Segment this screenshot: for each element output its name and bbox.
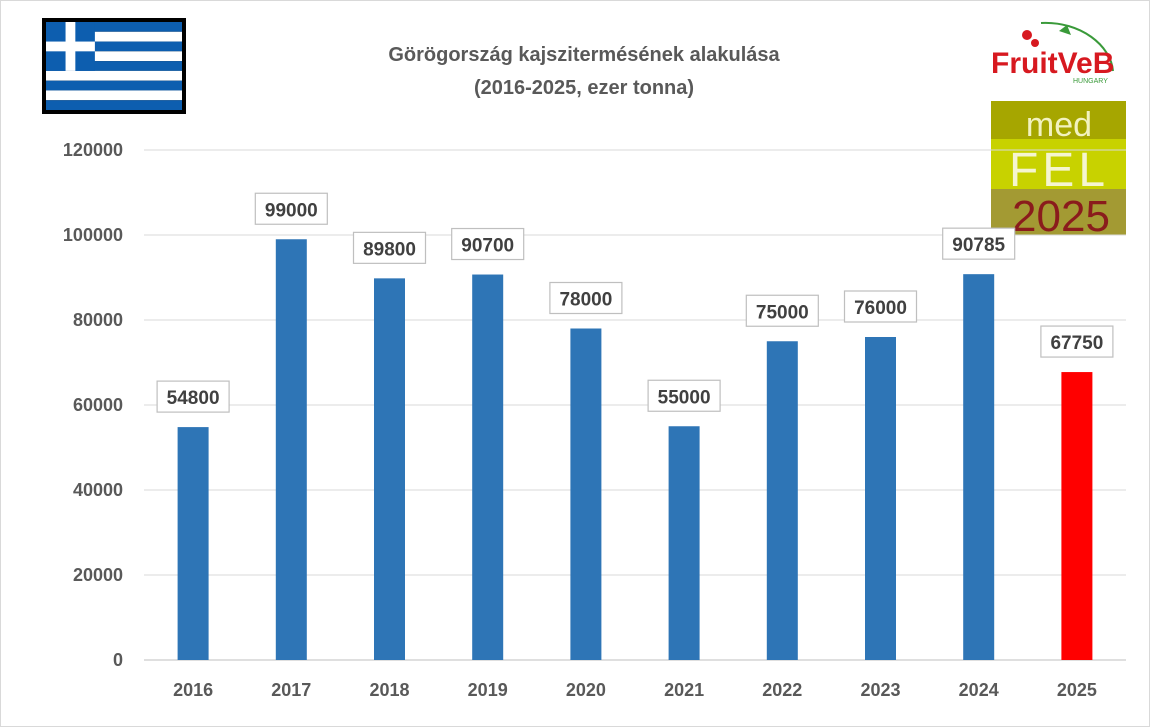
medfel-logo: med FEL 2025 — [991, 101, 1126, 241]
bar-2024 — [963, 274, 995, 660]
data-label-2021: 55000 — [658, 387, 711, 408]
bar-2016 — [177, 427, 209, 660]
x-tick-label: 2019 — [468, 680, 508, 700]
greece-flag — [42, 18, 186, 114]
data-label-box — [451, 227, 525, 261]
x-axis: 2016 2017 2018 2019 2020 2021 2022 2023 2024 2025 — [173, 680, 1097, 700]
x-tick-label: 2020 — [566, 680, 606, 700]
y-tick-label: 60000 — [73, 395, 123, 415]
x-tick-label: 2024 — [959, 680, 999, 700]
data-label-2024: 90785 — [952, 235, 1005, 256]
y-tick-label: 0 — [113, 650, 123, 670]
data-label-box — [647, 379, 721, 412]
data-label-2017: 99000 — [265, 200, 318, 221]
bar-2019 — [472, 274, 504, 660]
data-label-box — [843, 290, 918, 323]
data-label-2023: 76000 — [854, 298, 907, 319]
medfel-line1: med — [1026, 106, 1092, 144]
bar-2020 — [570, 328, 602, 660]
y-tick-label: 100000 — [63, 225, 123, 245]
data-label-box — [1040, 325, 1114, 358]
bar-2017 — [275, 239, 307, 660]
data-label-2016: 54800 — [167, 388, 220, 409]
x-tick-label: 2017 — [271, 680, 311, 700]
bar-2018 — [374, 278, 405, 660]
bar-2025 — [1061, 372, 1093, 660]
data-label-2025: 67750 — [1050, 333, 1103, 354]
data-label-2019: 90700 — [461, 236, 514, 257]
fruitveb-text: FruitVeB — [991, 47, 1114, 80]
fruitveb-sub: HUNGARY — [1073, 78, 1108, 85]
y-tick-label: 120000 — [63, 140, 123, 160]
data-label-box — [942, 227, 1016, 260]
data-labels: 54800 99000 89800 90700 78000 55000 75000 76000… — [156, 192, 1114, 413]
data-label-box — [254, 192, 328, 225]
bars — [177, 239, 1093, 660]
data-label-2018: 89800 — [363, 239, 416, 260]
medfel-line3: 2025 — [1012, 192, 1110, 241]
x-tick-label: 2018 — [369, 680, 409, 700]
bar-2023 — [865, 337, 896, 660]
data-label-box — [352, 231, 427, 264]
x-tick-label: 2016 — [173, 680, 213, 700]
data-label-box — [156, 380, 230, 413]
fruitveb-logo: FruitVeB HUNGARY — [991, 21, 1114, 85]
y-tick-label: 40000 — [73, 480, 123, 500]
bar-2021 — [668, 426, 700, 660]
x-tick-label: 2025 — [1057, 680, 1097, 700]
data-label-2022: 75000 — [756, 302, 809, 323]
data-label-2020: 78000 — [559, 290, 612, 311]
chart-title-line1: Görögország kajszitermésének alakulása — [388, 44, 780, 66]
bar-2022 — [766, 341, 798, 660]
x-tick-label: 2021 — [664, 680, 704, 700]
medfel-line2: FEL — [1009, 144, 1109, 197]
x-tick-label: 2022 — [762, 680, 802, 700]
y-axis: 0 20000 40000 60000 80000 100000 120000 — [63, 140, 123, 670]
data-label-box — [549, 281, 623, 315]
x-tick-label: 2023 — [860, 680, 900, 700]
y-tick-label: 80000 — [73, 310, 123, 330]
chart-title-line2: (2016-2025, ezer tonna) — [474, 77, 694, 99]
data-label-box — [745, 294, 819, 327]
y-tick-label: 20000 — [73, 565, 123, 585]
